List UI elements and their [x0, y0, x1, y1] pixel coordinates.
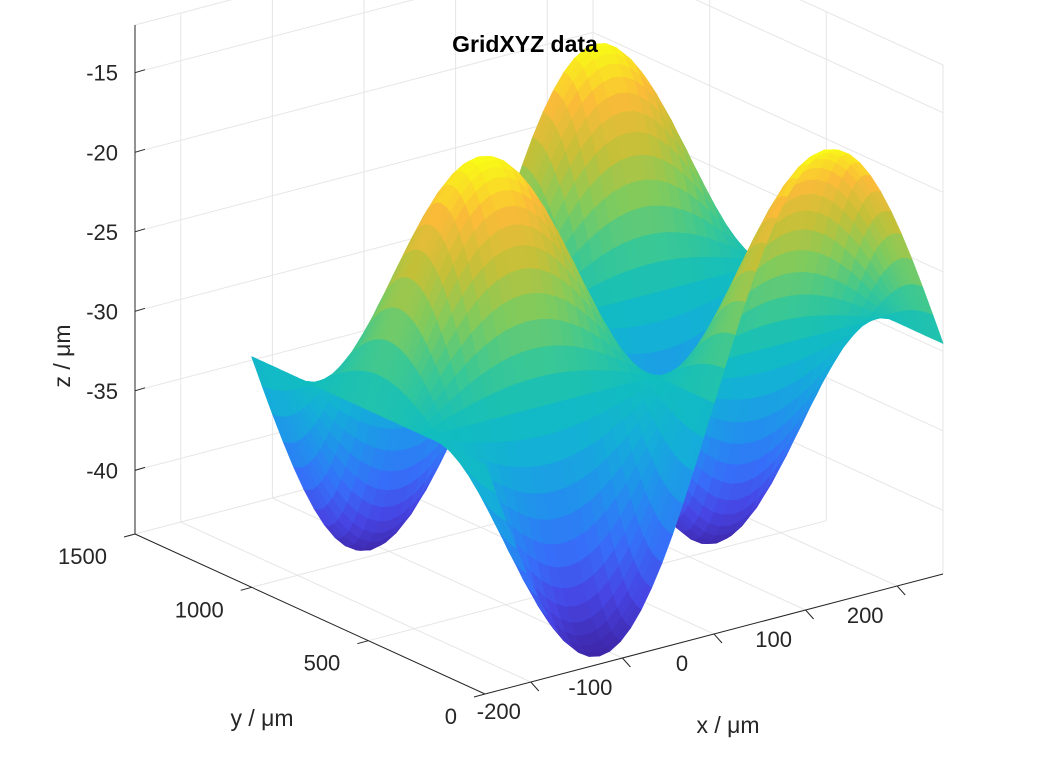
backwall-edge — [134, 0, 233, 26]
x-tick-label: -200 — [477, 699, 521, 724]
x-tick — [896, 585, 906, 596]
y-tick — [240, 586, 252, 591]
floor-grid-x — [180, 521, 532, 683]
z-tick — [134, 307, 146, 312]
z-tick — [134, 228, 146, 233]
y-tick — [473, 693, 486, 698]
z-tick-label: -30 — [86, 299, 118, 324]
y-axis-line — [134, 533, 486, 695]
backwall-grid-z — [134, 31, 594, 153]
axes-layer: -200 -100 0 100 200 0 500 1000 1500 -40 -35 -30 -25 -… — [58, 25, 944, 729]
x-axis-label: x / μm — [696, 712, 759, 738]
sidewall-grid-z — [695, 0, 944, 114]
x-tick — [805, 609, 814, 620]
x-tick-label: 200 — [847, 603, 884, 628]
z-tick — [134, 69, 146, 74]
y-tick-label: 1000 — [175, 597, 224, 622]
z-axis-label: z / μm — [49, 324, 75, 387]
z-tick-label: -40 — [86, 458, 118, 483]
y-tick — [357, 640, 369, 645]
x-tick-label: -100 — [568, 675, 612, 700]
x-tick-label: 100 — [755, 627, 792, 652]
y-tick-label: 1500 — [58, 544, 107, 569]
z-tick-label: -20 — [86, 140, 118, 165]
surface-layer — [251, 43, 944, 657]
backwall-grid-z — [134, 0, 415, 74]
chart-title: GridXYZ data — [452, 31, 598, 57]
y-tick — [123, 533, 136, 538]
z-tick — [134, 148, 146, 153]
x-tick — [530, 681, 540, 692]
x-tick — [622, 657, 631, 668]
y-tick-label: 500 — [304, 651, 341, 676]
z-tick-label: -15 — [86, 61, 118, 86]
sidewall-edge — [799, 0, 944, 66]
sidewall-grid-z — [592, 31, 944, 193]
z-tick — [134, 387, 146, 392]
z-tick-label: -35 — [86, 379, 118, 404]
x-tick-label: 0 — [676, 651, 688, 676]
backwall-grid-z — [134, 111, 594, 233]
y-tick-label: 0 — [445, 704, 457, 729]
x-tick — [713, 633, 723, 644]
z-tick-label: -25 — [86, 220, 118, 245]
y-axis-label: y / μm — [230, 705, 293, 731]
z-tick — [134, 466, 146, 471]
surface-patch — [480, 460, 496, 493]
